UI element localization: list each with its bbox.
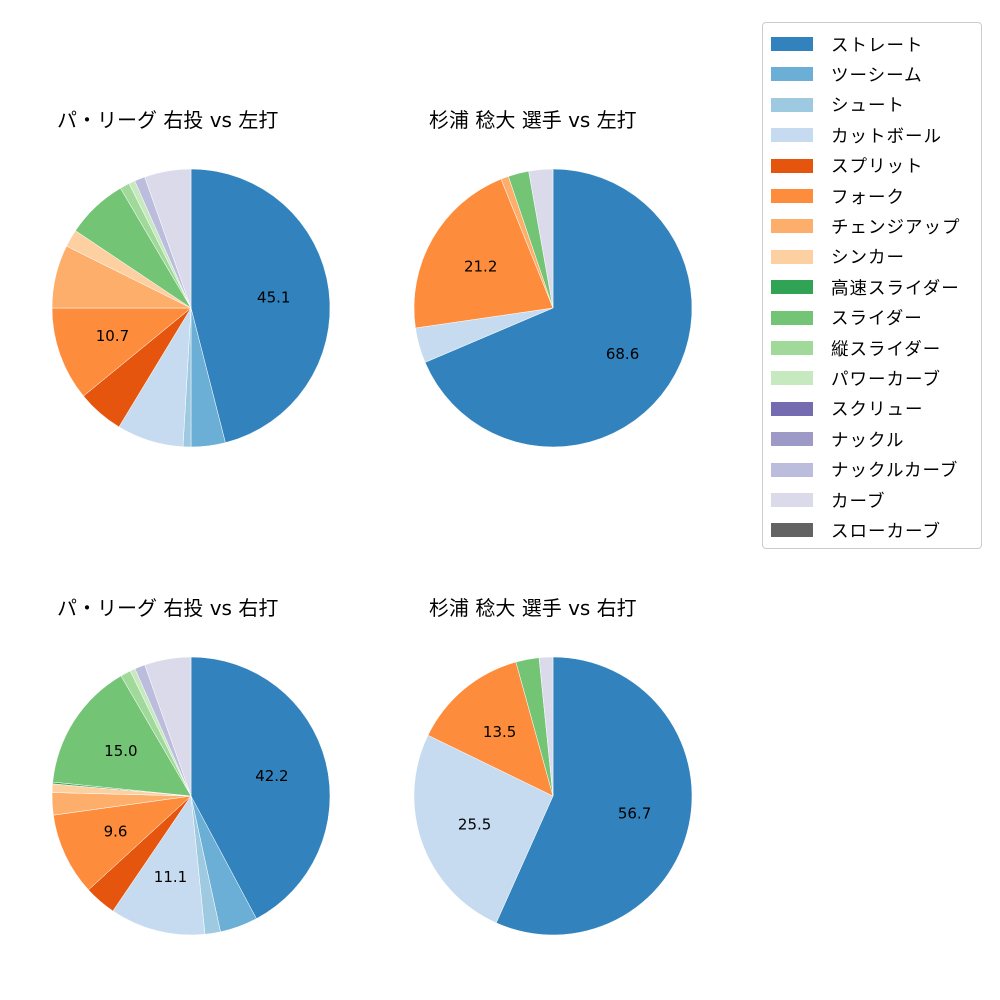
legend-swatch bbox=[771, 523, 813, 538]
legend-label: スライダー bbox=[831, 309, 923, 330]
legend-label: パワーカーブ bbox=[831, 369, 941, 390]
legend: ストレートツーシームシュートカットボール スプリットフォークチェンジアップ シンカー… bbox=[762, 22, 982, 549]
chart-title: パ・リーグ 右投 vs 右打 bbox=[57, 596, 279, 620]
legend-label: チェンジアップ bbox=[831, 217, 961, 238]
legend-item: シンカー bbox=[771, 245, 905, 269]
pie-slice bbox=[424, 168, 693, 448]
slice-value-label: 15.0 bbox=[104, 742, 137, 760]
legend-item: チェンジアップ bbox=[771, 214, 961, 238]
pie-slice bbox=[144, 656, 192, 797]
legend-label: ナックルカーブ bbox=[831, 461, 959, 482]
slice-value-label: 56.7 bbox=[618, 804, 651, 822]
legend-item: スクリュー bbox=[771, 397, 924, 421]
legend-item: スプリット bbox=[771, 154, 924, 178]
pie-slice bbox=[413, 178, 554, 329]
legend-label: カーブ bbox=[831, 491, 886, 512]
legend-label: 縦スライダー bbox=[831, 339, 942, 360]
legend-swatch bbox=[771, 37, 813, 51]
pie-panel-league-vs-right: パ・リーグ 右投 vs 右打 42.2 11.1 9.6 15.0 bbox=[0, 0, 380, 1000]
legend-swatch bbox=[771, 97, 813, 112]
pie-slice bbox=[144, 168, 192, 309]
legend-item: ツーシーム bbox=[771, 62, 923, 86]
slice-value-label: 42.2 bbox=[255, 767, 288, 785]
legend-item: ナックルカーブ bbox=[771, 458, 958, 482]
pie-slice bbox=[112, 795, 206, 936]
legend-item: パワーカーブ bbox=[771, 366, 941, 390]
legend-swatch bbox=[771, 401, 813, 416]
pie-chart: 45.1 10.7 bbox=[51, 168, 331, 448]
chart-title: 杉浦 稔大 選手 vs 右打 bbox=[429, 596, 637, 620]
legend-label: スプリット bbox=[831, 157, 924, 178]
legend-item: スローカーブ bbox=[771, 518, 941, 542]
legend-item: 高速スライダー bbox=[771, 275, 960, 299]
legend-label: スクリュー bbox=[831, 400, 924, 421]
pie-slice bbox=[53, 795, 192, 891]
legend-item: ストレート bbox=[771, 32, 924, 56]
pie-chart: 56.7 25.5 13.5 bbox=[413, 656, 693, 936]
legend-swatch bbox=[771, 249, 813, 264]
pie-slice bbox=[528, 168, 554, 309]
slice-value-label: 45.1 bbox=[257, 289, 290, 307]
legend-item: カットボール bbox=[771, 123, 942, 147]
legend-label: シンカー bbox=[831, 248, 905, 269]
pie-slice bbox=[52, 675, 192, 797]
legend-swatch bbox=[771, 310, 813, 325]
chart-title: 杉浦 稔大 選手 vs 左打 bbox=[429, 108, 637, 132]
legend-swatch bbox=[771, 341, 813, 355]
legend-swatch bbox=[771, 371, 813, 386]
pie-slice bbox=[427, 661, 554, 797]
pie-slice bbox=[413, 734, 554, 924]
legend-label: 高速スライダー bbox=[831, 278, 960, 299]
chart-title: パ・リーグ 右投 vs 左打 bbox=[57, 108, 279, 132]
legend-swatch bbox=[771, 189, 813, 203]
legend-label: シュート bbox=[831, 96, 905, 117]
slice-value-label: 13.5 bbox=[483, 723, 516, 741]
legend-item: ナックル bbox=[771, 427, 904, 451]
pie-slice bbox=[51, 307, 192, 397]
legend-label: スローカーブ bbox=[831, 521, 941, 542]
pie-panel-player-vs-right: 杉浦 稔大 選手 vs 右打 56.7 25.5 13.5 bbox=[413, 596, 693, 936]
pie-panel-league-vs-left: パ・リーグ 右投 vs 左打 45.1 10.7 bbox=[0, 0, 380, 480]
pie-panel-player-vs-left: 杉浦 稔大 選手 vs 左打 68.6 21.2 bbox=[0, 0, 740, 480]
slice-value-label: 11.1 bbox=[154, 868, 187, 886]
pie-chart: 42.2 11.1 9.6 15.0 bbox=[51, 656, 331, 936]
legend-swatch bbox=[771, 462, 813, 477]
pie-chart: 68.6 21.2 bbox=[413, 168, 693, 448]
pie-slice bbox=[538, 656, 554, 797]
legend-swatch bbox=[771, 158, 813, 173]
slice-value-label: 21.2 bbox=[464, 257, 497, 275]
legend-item: 縦スライダー bbox=[771, 336, 941, 360]
legend-label: ツーシーム bbox=[831, 65, 923, 86]
legend-swatch bbox=[771, 493, 813, 507]
slice-value-label: 25.5 bbox=[458, 815, 491, 833]
legend-swatch bbox=[771, 219, 813, 234]
pie-slice bbox=[495, 656, 693, 936]
legend-swatch bbox=[771, 432, 813, 447]
legend-label: ナックル bbox=[831, 430, 905, 451]
legend-swatch bbox=[771, 67, 813, 82]
slice-value-label: 10.7 bbox=[96, 327, 129, 345]
slice-value-label: 68.6 bbox=[606, 345, 639, 363]
legend-label: カットボール bbox=[831, 126, 942, 147]
legend-item: シュート bbox=[771, 93, 905, 117]
pie-slice bbox=[190, 656, 331, 919]
pie-slice bbox=[190, 168, 331, 443]
legend-item: スライダー bbox=[771, 306, 923, 330]
legend-swatch bbox=[771, 128, 813, 143]
legend-swatch bbox=[771, 280, 813, 295]
legend-label: フォーク bbox=[831, 187, 905, 208]
legend-label: ストレート bbox=[831, 35, 924, 56]
slice-value-label: 9.6 bbox=[104, 823, 128, 841]
legend-item: カーブ bbox=[771, 488, 885, 512]
legend-item: フォーク bbox=[771, 184, 905, 208]
